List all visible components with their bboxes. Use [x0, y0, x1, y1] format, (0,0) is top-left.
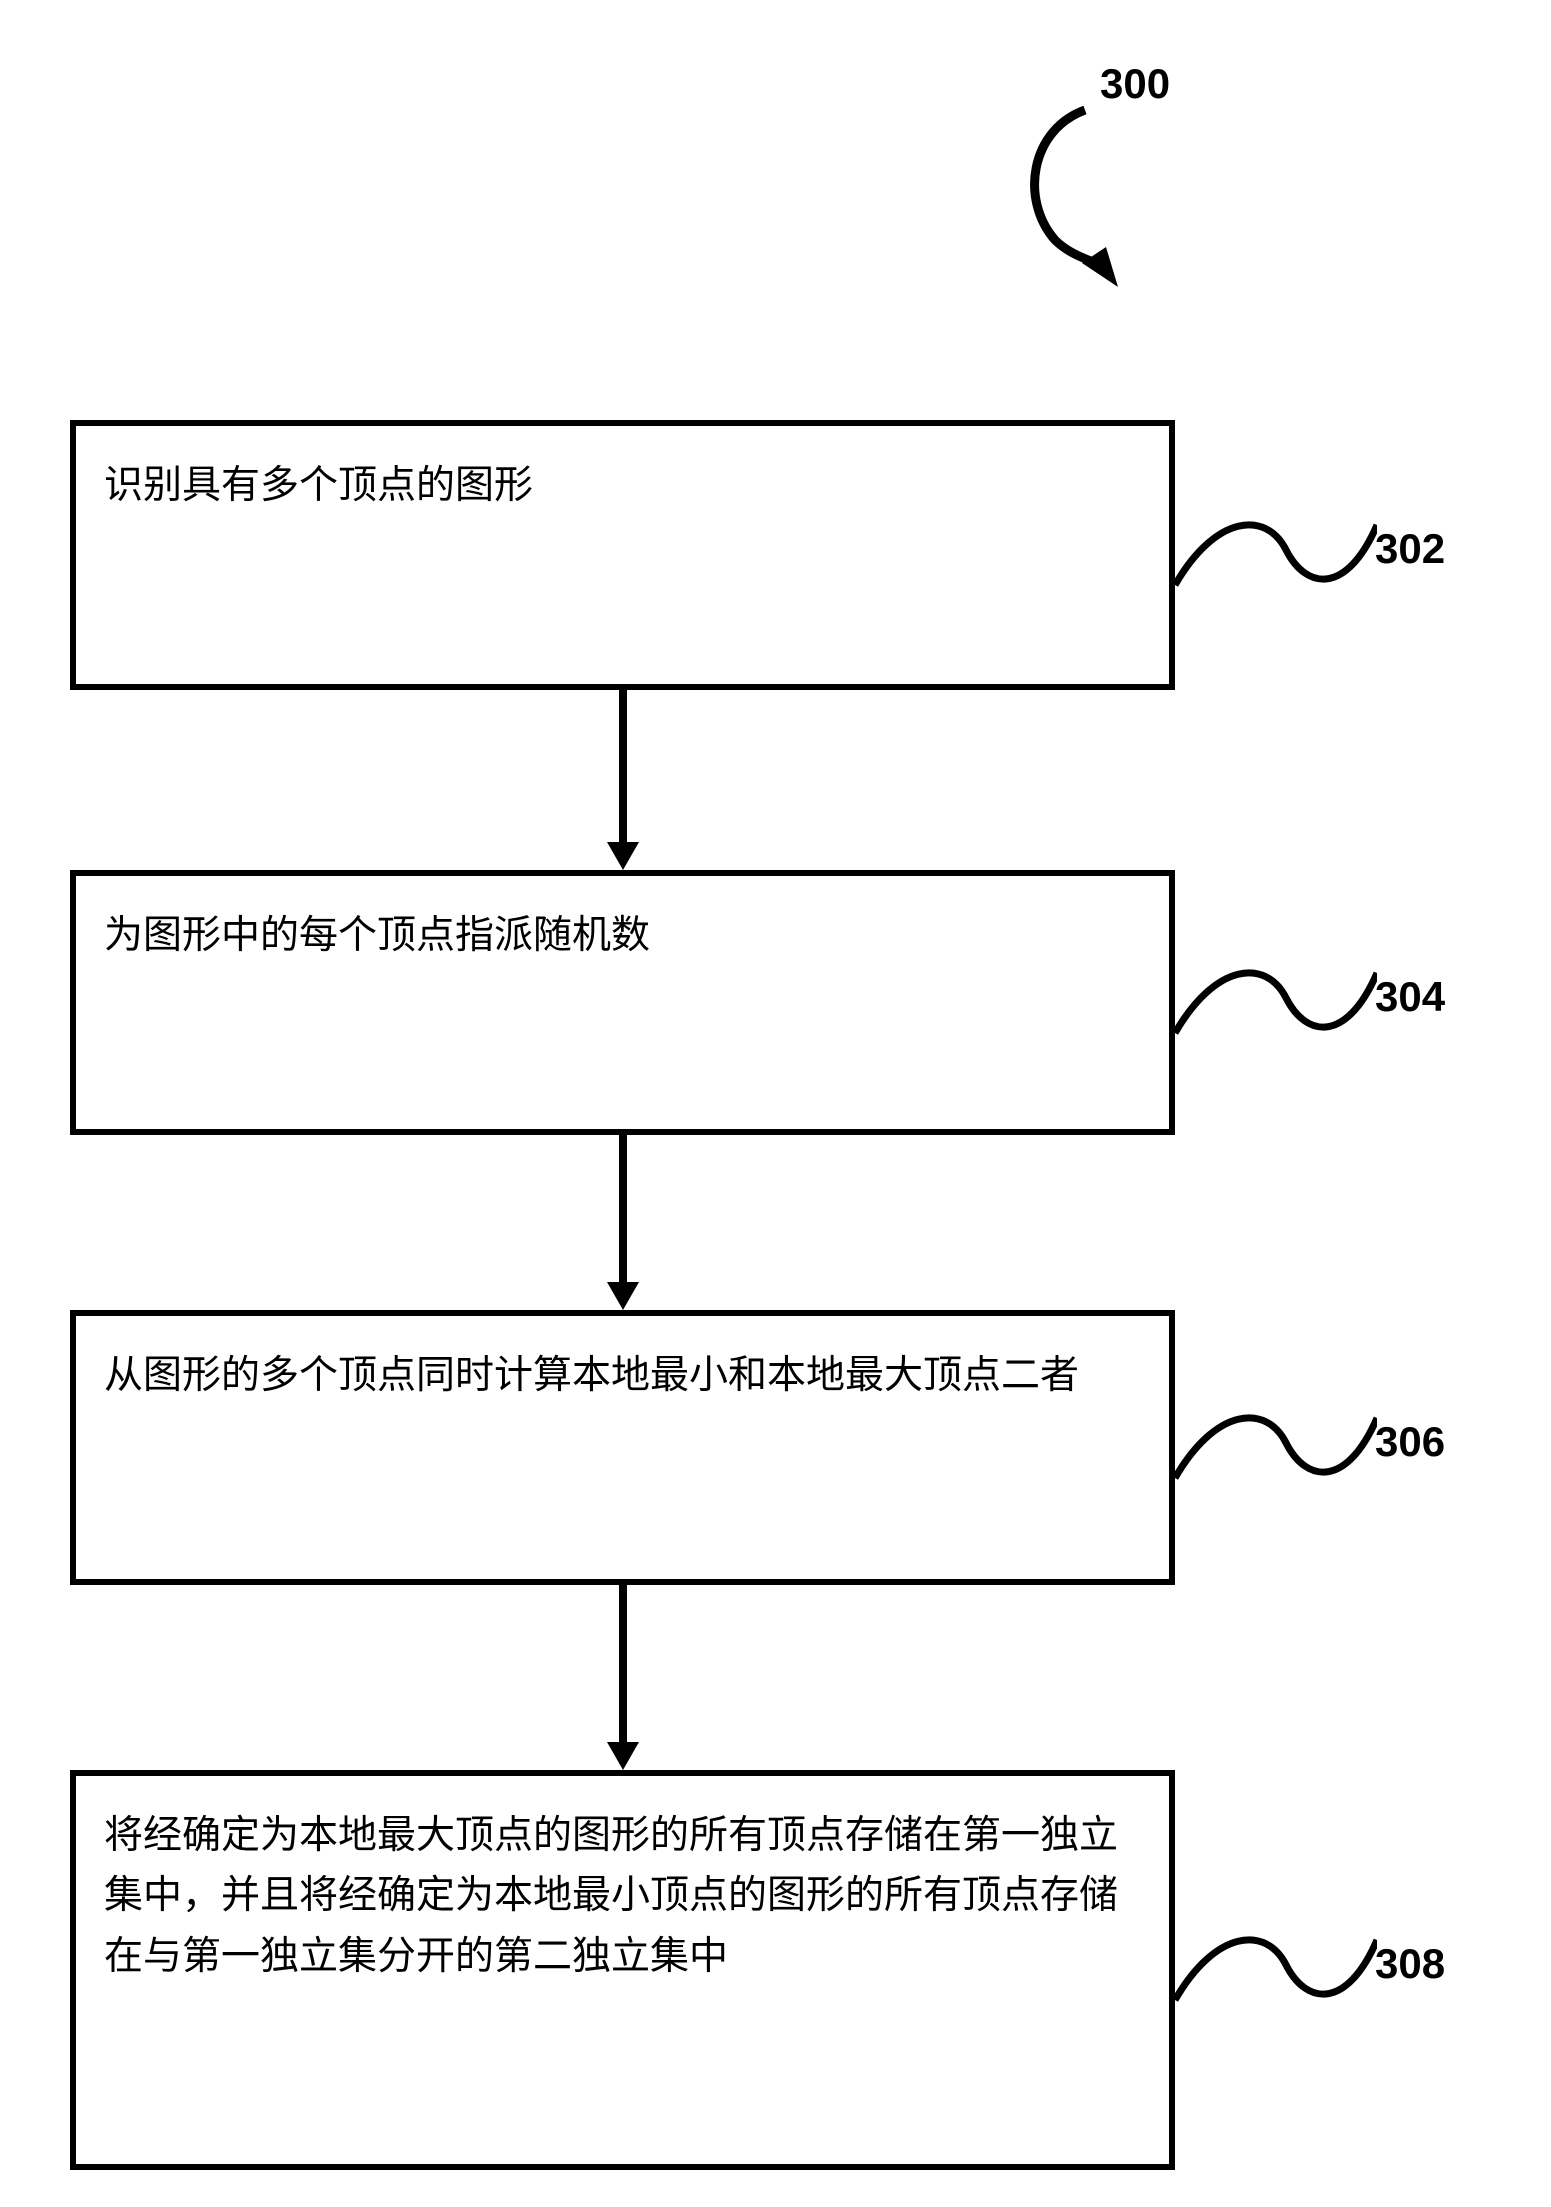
flow-arrow [619, 690, 627, 846]
flow-arrow-head [607, 1282, 639, 1310]
squiggle-connector [1175, 1910, 1377, 2030]
flow-box-text: 从图形的多个顶点同时计算本地最小和本地最大顶点二者 [104, 1346, 1079, 1406]
flow-arrow [619, 1135, 627, 1286]
squiggle-connector [1175, 1388, 1377, 1508]
flow-arrow [619, 1585, 627, 1746]
flow-box-302: 识别具有多个顶点的图形 [70, 420, 1175, 690]
flow-box-306: 从图形的多个顶点同时计算本地最小和本地最大顶点二者 [70, 1310, 1175, 1585]
box-ref-308: 308 [1375, 1940, 1445, 1988]
squiggle-connector [1175, 943, 1377, 1063]
squiggle-connector [1175, 495, 1377, 615]
box-ref-306: 306 [1375, 1418, 1445, 1466]
flow-box-text: 识别具有多个顶点的图形 [104, 456, 533, 516]
flow-box-text: 将经确定为本地最大顶点的图形的所有顶点存储在第一独立集中，并且将经确定为本地最小… [104, 1806, 1141, 1987]
flow-box-308: 将经确定为本地最大顶点的图形的所有顶点存储在第一独立集中，并且将经确定为本地最小… [70, 1770, 1175, 2170]
flow-arrow-head [607, 1742, 639, 1770]
box-ref-302: 302 [1375, 525, 1445, 573]
flow-box-304: 为图形中的每个顶点指派随机数 [70, 870, 1175, 1135]
box-ref-304: 304 [1375, 973, 1445, 1021]
flow-box-text: 为图形中的每个顶点指派随机数 [104, 906, 650, 966]
figure-ref-arrow [1000, 70, 1220, 290]
flowchart-canvas: 300 识别具有多个顶点的图形302为图形中的每个顶点指派随机数304从图形的多… [0, 0, 1551, 2207]
flow-arrow-head [607, 842, 639, 870]
